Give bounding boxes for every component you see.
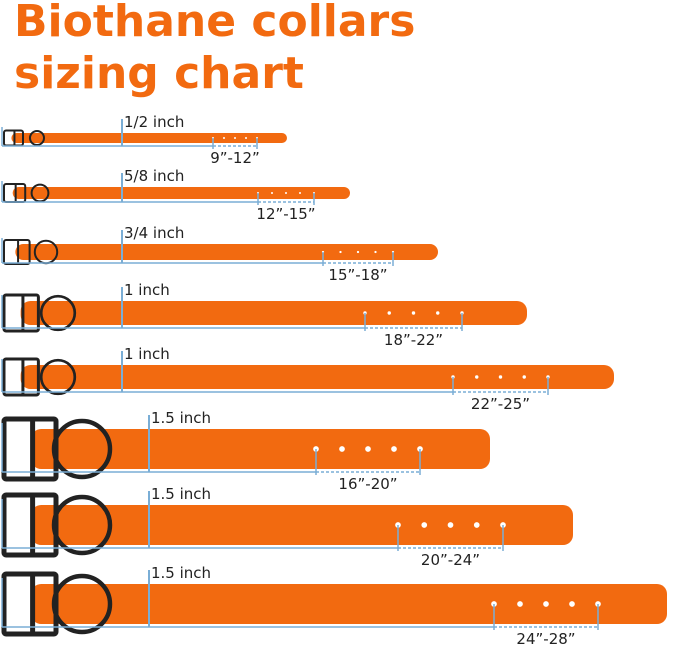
hole (339, 446, 345, 452)
d-ring (51, 418, 113, 480)
hole (475, 375, 479, 379)
d-ring (51, 573, 113, 635)
d-ring (29, 130, 45, 146)
hole (365, 446, 371, 452)
size-label: 24”-28” (516, 630, 575, 648)
d-ring (39, 294, 77, 332)
hole (374, 250, 377, 254)
strap (20, 365, 614, 389)
hole (498, 375, 503, 379)
buckle (2, 357, 40, 397)
title-line: sizing chart (14, 48, 304, 99)
size-label: 16”-20” (338, 475, 397, 493)
hole (223, 137, 225, 139)
width-label: 1.5 inch (151, 485, 211, 503)
hole (391, 446, 397, 452)
width-label: 5/8 inch (124, 167, 184, 185)
strap (31, 429, 490, 469)
strap (20, 301, 527, 325)
width-label: 1.5 inch (151, 409, 211, 427)
size-label: 20”-24” (421, 551, 480, 569)
hole (299, 192, 301, 194)
hole (245, 137, 247, 139)
hole (517, 601, 523, 607)
hole (473, 522, 480, 528)
size-label: 22”-25” (471, 395, 530, 413)
strap (11, 133, 288, 143)
hole (339, 250, 342, 254)
size-label: 9”-12” (210, 149, 260, 167)
hole (356, 250, 360, 254)
size-label: 18”-22” (384, 331, 443, 349)
hole (234, 137, 236, 139)
hole (522, 375, 526, 379)
d-ring (51, 494, 113, 556)
hole (285, 192, 287, 194)
strap (31, 505, 573, 545)
hole (421, 522, 428, 528)
hole (447, 522, 454, 528)
hole (271, 192, 273, 194)
width-label: 1 inch (124, 345, 170, 363)
d-ring (39, 358, 77, 396)
hole (543, 601, 549, 607)
strap (31, 584, 667, 624)
hole (569, 601, 575, 607)
width-label: 1.5 inch (151, 564, 211, 582)
title-line: Biothane collars (14, 0, 415, 47)
width-label: 1 inch (124, 281, 170, 299)
hole (387, 311, 391, 315)
size-label: 15”-18” (328, 266, 387, 284)
width-label: 3/4 inch (124, 224, 184, 242)
hole (436, 311, 440, 315)
buckle (2, 293, 40, 333)
size-label: 12”-15” (256, 205, 315, 223)
hole (411, 311, 416, 315)
strap (12, 187, 350, 199)
buckle (3, 239, 31, 265)
width-label: 1/2 inch (124, 113, 184, 131)
